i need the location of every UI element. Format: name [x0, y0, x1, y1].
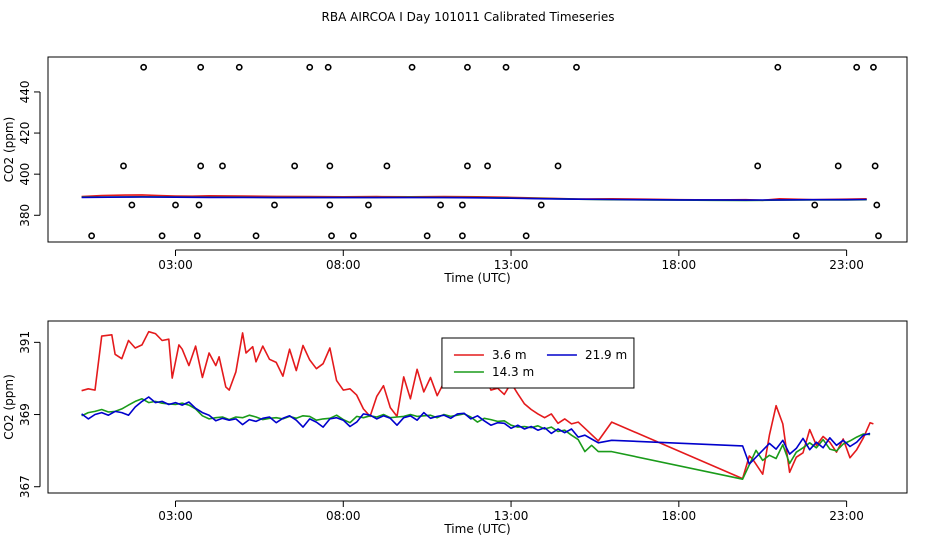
x-axis-label: Time (UTC)	[443, 271, 510, 285]
x-tick-label: 13:00	[494, 258, 529, 272]
scatter-point	[834, 162, 842, 170]
scatter-point	[464, 162, 471, 170]
y-axis-label: CO2 (ppm)	[2, 117, 16, 183]
scatter-point	[235, 63, 243, 71]
y-tick-label: 391	[18, 331, 32, 354]
scatter-point	[573, 63, 580, 71]
figure-title: RBA AIRCOA I Day 101011 Calibrated Times…	[322, 10, 615, 24]
y-axis-label: CO2 (ppm)	[2, 374, 16, 440]
x-tick-label: 03:00	[158, 509, 193, 523]
legend-label: 3.6 m	[492, 348, 527, 362]
scatter-point	[853, 63, 861, 71]
scatter-point	[792, 232, 800, 240]
plot-frame	[47, 56, 908, 243]
scatter-point	[873, 201, 881, 209]
scatter-point	[326, 162, 334, 170]
y-tick-label: 440	[18, 80, 32, 103]
legend-label: 14.3 m	[492, 365, 534, 379]
scatter-point	[306, 63, 314, 71]
data-layer	[81, 330, 874, 481]
x-tick-label: 08:00	[326, 509, 361, 523]
scatter-point	[554, 162, 562, 170]
legend: 3.6 m 14.3 m 21.9 m	[441, 337, 635, 389]
scatter-point	[870, 63, 877, 71]
bottom-timeseries-panel: 03:00 08:00 13:00 18:00 23:00 Time (UTC) 367 36…	[2, 320, 908, 536]
x-tick-label: 18:00	[662, 509, 697, 523]
scatter-point	[484, 162, 491, 170]
x-tick-label: 23:00	[829, 509, 864, 523]
series-line-143m	[81, 397, 871, 481]
scatter-point	[172, 201, 179, 209]
scatter-point	[219, 162, 226, 170]
scatter-point	[871, 162, 879, 170]
scatter-point	[195, 201, 203, 209]
scatter-point	[408, 63, 416, 71]
x-tick-label: 08:00	[326, 258, 361, 272]
data-layer	[81, 194, 867, 202]
x-tick-label: 03:00	[158, 258, 193, 272]
scatter-point	[423, 232, 431, 240]
scatter-point	[88, 232, 96, 240]
scatter-point	[271, 201, 278, 209]
plot-frame	[47, 320, 908, 494]
scatter-point	[365, 201, 372, 209]
scatter-point	[502, 63, 510, 71]
scatter-point	[811, 201, 819, 209]
scatter-point	[328, 232, 335, 240]
x-tick-label: 18:00	[662, 258, 697, 272]
scatter-point	[197, 162, 205, 170]
scatter-point	[522, 232, 530, 240]
scatter-point	[324, 63, 332, 71]
scatter-point	[459, 232, 466, 240]
scatter-point	[193, 232, 201, 240]
scatter-point	[252, 232, 260, 240]
series-line-36m	[81, 330, 874, 480]
x-axis-label: Time (UTC)	[443, 522, 510, 536]
scatter-point	[291, 162, 299, 170]
scatter-point	[128, 201, 136, 209]
y-tick-label: 420	[18, 122, 32, 145]
top-scatter-panel: 03:00 08:00 13:00 18:00 23:00 Time (UTC) 380 40…	[2, 56, 908, 285]
scatter-point	[349, 232, 357, 240]
scatter-point	[459, 201, 466, 209]
scatter-point	[464, 63, 471, 71]
scatter-point	[754, 162, 762, 170]
y-tick-label: 369	[18, 403, 32, 426]
scatter-point	[383, 162, 391, 170]
scatter-point	[875, 232, 882, 240]
scatter-point	[437, 201, 444, 209]
legend-label: 21.9 m	[585, 348, 627, 362]
y-tick-label: 367	[18, 475, 32, 498]
scatter-point	[774, 63, 782, 71]
scatter-point	[537, 201, 545, 209]
scatter-point	[140, 63, 148, 71]
series-line-219m	[81, 196, 867, 201]
x-tick-label: 23:00	[829, 258, 864, 272]
series-line-219m	[81, 396, 871, 465]
scatter-point	[120, 162, 127, 170]
scatter-point	[158, 232, 166, 240]
scatter-point	[326, 201, 334, 209]
scatter-point	[197, 63, 205, 71]
x-tick-label: 13:00	[494, 509, 529, 523]
y-tick-label: 380	[18, 204, 32, 227]
legend-box	[441, 337, 635, 389]
y-tick-label: 400	[18, 163, 32, 186]
